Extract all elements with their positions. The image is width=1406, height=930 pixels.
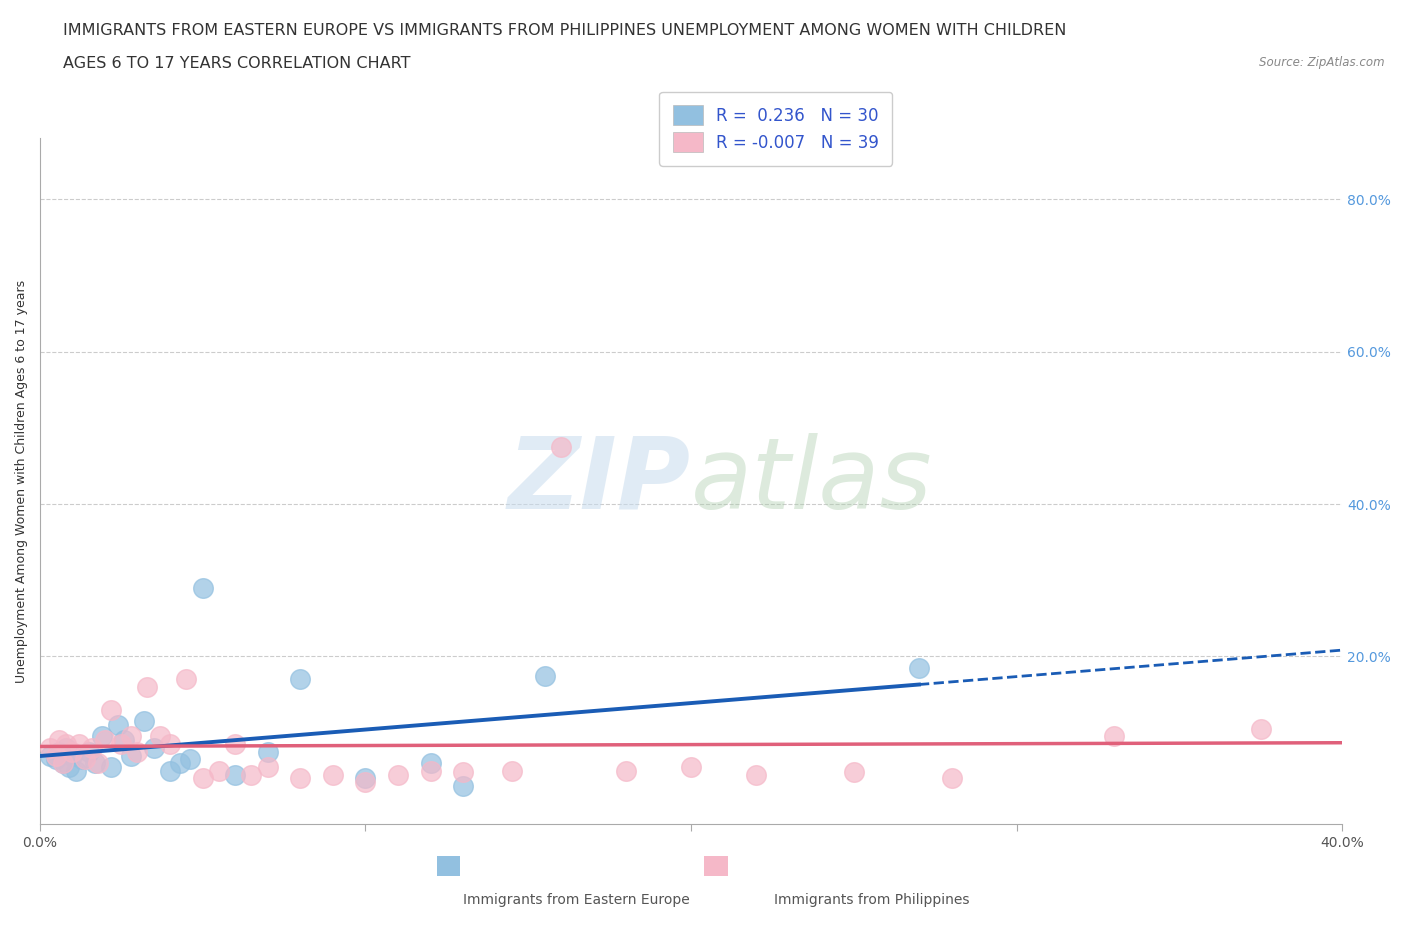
Text: Immigrants from Eastern Europe: Immigrants from Eastern Europe [463,893,690,907]
Point [38,748,60,763]
Point [132,714,155,729]
Point [48,744,70,759]
Point [142,740,165,755]
Point [55,737,77,751]
Point [136,680,159,695]
Point [322,767,344,782]
Point [60,748,83,763]
Point [70,751,93,766]
Point [191,771,214,786]
Point [94,733,117,748]
Point [120,729,142,744]
Point [87,756,110,771]
Point [52,756,75,771]
Legend: R =  0.236   N = 30, R = -0.007   N = 39: R = 0.236 N = 30, R = -0.007 N = 39 [659,92,893,166]
Point [100,760,122,775]
Text: Source: ZipAtlas.com: Source: ZipAtlas.com [1260,56,1385,69]
Text: atlas: atlas [690,432,932,530]
Point [240,767,263,782]
Point [114,733,136,748]
Point [90,729,112,744]
Point [75,751,97,766]
Point [120,748,142,763]
Point [679,760,702,775]
Point [127,744,149,759]
Point [176,671,198,686]
Point [55,740,77,755]
Point [208,764,231,778]
Point [65,764,87,778]
Point [419,764,441,778]
Text: ZIP: ZIP [508,432,690,530]
Point [107,718,129,733]
Point [110,737,132,751]
Point [52,756,75,771]
Point [58,760,80,775]
Point [550,440,572,455]
Point [224,767,246,782]
Point [533,668,555,683]
Point [745,767,768,782]
Point [614,764,637,778]
Point [159,737,181,751]
Point [842,764,865,779]
Point [48,733,70,748]
Point [256,760,278,775]
Point [191,580,214,595]
Point [77,744,100,759]
Point [290,671,312,686]
Point [941,771,963,786]
Point [908,660,931,675]
Text: Immigrants from Philippines: Immigrants from Philippines [773,893,970,907]
Point [38,740,60,755]
Point [354,771,377,786]
Point [451,764,474,779]
Text: IMMIGRANTS FROM EASTERN EUROPE VS IMMIGRANTS FROM PHILIPPINES UNEMPLOYMENT AMONG: IMMIGRANTS FROM EASTERN EUROPE VS IMMIGR… [63,23,1067,38]
Point [67,737,90,751]
Point [419,756,441,771]
Point [387,767,409,782]
Point [45,748,67,763]
Text: AGES 6 TO 17 YEARS CORRELATION CHART: AGES 6 TO 17 YEARS CORRELATION CHART [63,56,411,71]
Point [100,702,122,717]
Point [1104,729,1126,744]
Point [159,764,181,778]
Point [224,737,246,751]
Point [60,744,83,759]
Point [354,775,377,790]
Point [290,771,312,786]
Point [149,729,172,744]
Point [451,778,474,793]
Point [169,756,191,771]
Point [179,751,201,766]
Point [45,751,67,766]
Point [84,756,107,771]
Point [1250,722,1272,737]
Y-axis label: Unemployment Among Women with Children Ages 6 to 17 years: Unemployment Among Women with Children A… [15,280,28,683]
Point [256,744,278,759]
Point [501,764,523,778]
Point [80,740,103,755]
